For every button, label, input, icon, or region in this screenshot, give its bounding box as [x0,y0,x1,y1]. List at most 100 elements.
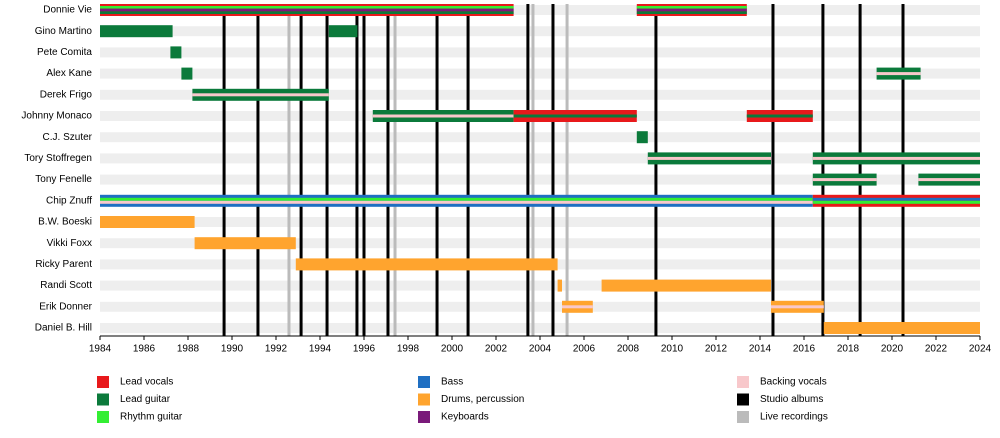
x-tick-label: 2024 [969,344,992,355]
role-stripe [100,200,813,204]
x-tick-label: 2020 [881,344,904,355]
legend-label: Drums, percussion [441,394,524,405]
x-tick-label: 1984 [89,344,112,355]
tenure-bar [100,216,195,228]
x-tick-label: 2016 [793,344,816,355]
legend-swatch [97,393,109,406]
legend-swatch [737,411,749,423]
x-tick-label: 2018 [837,344,860,355]
member-name: Donnie Vie [43,5,92,16]
x-tick-label: 1992 [265,344,288,355]
role-stripe [328,25,358,38]
row-band [100,153,980,164]
legend-swatch [97,376,109,388]
tenure-bar [812,194,980,207]
role-stripe [100,197,813,201]
role-stripe [295,258,558,271]
role-stripe [557,279,562,292]
role-stripe [746,114,813,118]
role-stripe [812,178,877,182]
x-tick-label: 1996 [353,344,376,355]
row-band [100,238,980,249]
tenure-bar [918,173,980,186]
member-name: Chip Znuff [46,195,92,206]
role-stripe [562,305,593,309]
role-stripe [636,6,747,9]
member-name: Pete Comita [37,47,92,58]
member-name: Tony Fenelle [35,174,92,185]
tenure-bar [601,279,771,292]
tenure-bar [513,110,637,122]
role-stripe [771,305,824,309]
x-tick-label: 2004 [529,344,552,355]
member-name: Derek Frigo [40,89,93,100]
tenure-bar [636,4,747,16]
row-band [100,26,980,37]
legend-label: Live recordings [760,412,828,423]
x-tick-label: 2006 [573,344,596,355]
tenure-bar [876,67,921,80]
tenure-bar [812,173,877,186]
role-stripe [636,8,747,12]
member-name: Tory Stoffregen [24,153,92,164]
row-band [100,89,980,100]
x-tick-label: 1988 [177,344,200,355]
tenure-bar [636,131,648,144]
member-name: Vikki Foxx [47,238,92,249]
row-band [100,68,980,79]
role-stripe [812,156,980,160]
legend-swatch [418,393,430,406]
member-name: Daniel B. Hill [35,323,92,334]
x-tick-label: 2010 [661,344,684,355]
role-stripe [513,114,637,118]
row-band [100,280,980,291]
tenure-bar [100,194,813,207]
x-tick-label: 2002 [485,344,508,355]
x-tick-label: 2000 [441,344,464,355]
role-stripe [876,72,921,76]
row-band [100,217,980,227]
role-stripe [372,114,514,118]
member-name: Gino Martino [35,26,93,37]
role-stripe [647,156,771,160]
tenure-bar [562,300,593,313]
role-stripe [812,200,980,204]
tenure-bar [181,67,193,80]
legend-label: Rhythm guitar [120,412,183,423]
tenure-bar [170,46,182,59]
row-band [100,47,980,58]
role-stripe [170,46,182,59]
tenure-bar [557,279,562,292]
role-stripe [100,25,173,38]
x-tick-label: 1986 [133,344,156,355]
x-tick-label: 1998 [397,344,420,355]
tenure-bar [647,152,771,165]
role-stripe [100,8,514,12]
tenure-bar [192,88,329,101]
member-name: B.W. Boeski [38,217,92,228]
tenure-bar [812,152,980,165]
member-name: Erik Donner [39,301,92,312]
tenure-bar [823,322,980,334]
legend-swatch [737,393,749,406]
legend-label: Lead vocals [120,377,173,388]
role-stripe [100,11,514,14]
row-band [100,323,980,333]
legend-label: Keyboards [441,412,489,423]
tenure-bar [328,25,358,38]
x-tick-label: 1994 [309,344,332,355]
row-band [100,132,980,143]
row-band [100,174,980,185]
role-stripe [192,93,329,97]
role-stripe [100,6,514,9]
x-tick-label: 2012 [705,344,728,355]
row-band [100,5,980,15]
x-tick-label: 2014 [749,344,772,355]
legend-label: Backing vocals [760,377,827,388]
role-stripe [918,178,980,182]
role-stripe [181,67,193,80]
legend-swatch [737,376,749,388]
x-tick-label: 2022 [925,344,948,355]
member-name: C.J. Szuter [43,132,93,143]
